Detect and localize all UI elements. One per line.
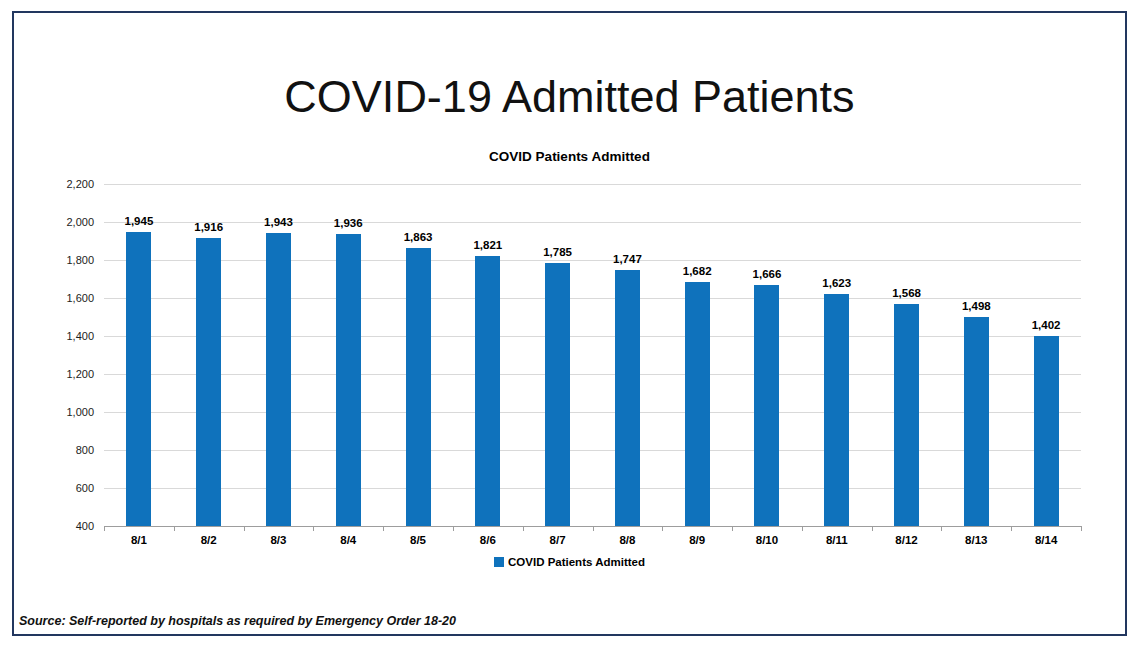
y-axis-tick-label: 2,000 — [34, 216, 94, 228]
bar-value-label: 1,498 — [944, 300, 1008, 313]
x-axis-category-label: 8/2 — [177, 534, 241, 546]
bar-value-label: 1,943 — [246, 216, 310, 229]
gridline — [104, 412, 1081, 413]
gridline — [104, 184, 1081, 185]
bar — [196, 238, 221, 526]
x-axis-category-label: 8/13 — [944, 534, 1008, 546]
x-axis-category-label: 8/5 — [386, 534, 450, 546]
bar — [685, 282, 710, 526]
source-note: Source: Self-reported by hospitals as re… — [19, 614, 456, 628]
bar-value-label: 1,916 — [177, 221, 241, 234]
gridline — [104, 488, 1081, 489]
bar — [824, 294, 849, 526]
bar-value-label: 1,863 — [386, 231, 450, 244]
bar-value-label: 1,568 — [875, 287, 939, 300]
y-axis-tick-label: 400 — [34, 520, 94, 532]
gridline — [104, 260, 1081, 261]
x-axis-tick — [1081, 526, 1082, 531]
y-axis-tick-label: 2,200 — [34, 178, 94, 190]
x-axis-category-label: 8/7 — [526, 534, 590, 546]
bar-value-label: 1,785 — [526, 246, 590, 259]
bar — [964, 317, 989, 526]
bar — [406, 248, 431, 526]
bar-value-label: 1,821 — [456, 239, 520, 252]
y-axis-tick-label: 600 — [34, 482, 94, 494]
x-axis-category-label: 8/9 — [665, 534, 729, 546]
x-axis-tick — [523, 526, 524, 531]
chart-title: COVID Patients Admitted — [14, 149, 1125, 164]
bar — [1034, 336, 1059, 526]
gridline — [104, 374, 1081, 375]
bar-value-label: 1,936 — [316, 217, 380, 230]
x-axis-tick — [872, 526, 873, 531]
bar — [126, 232, 151, 526]
x-axis-tick — [313, 526, 314, 531]
x-axis-category-label: 8/6 — [456, 534, 520, 546]
bar-value-label: 1,666 — [735, 268, 799, 281]
bar — [475, 256, 500, 526]
bar — [754, 285, 779, 526]
x-axis-tick — [244, 526, 245, 531]
x-axis-tick — [941, 526, 942, 531]
legend-marker — [494, 557, 504, 567]
bar — [894, 304, 919, 526]
bar-value-label: 1,682 — [665, 265, 729, 278]
bar — [266, 233, 291, 526]
gridline — [104, 336, 1081, 337]
x-axis-category-label: 8/1 — [107, 534, 171, 546]
x-axis-category-label: 8/3 — [246, 534, 310, 546]
y-axis-tick-label: 1,200 — [34, 368, 94, 380]
x-axis-category-label: 8/10 — [735, 534, 799, 546]
x-axis-tick — [104, 526, 105, 531]
x-axis-tick — [453, 526, 454, 531]
plot-area: 2,2002,0001,8001,6001,4001,2001,00080060… — [104, 184, 1081, 526]
y-axis-tick-label: 1,000 — [34, 406, 94, 418]
bar-value-label: 1,623 — [805, 277, 869, 290]
bar-value-label: 1,402 — [1014, 319, 1078, 332]
x-axis-tick — [662, 526, 663, 531]
bar-value-label: 1,747 — [595, 253, 659, 266]
x-axis-tick — [1011, 526, 1012, 531]
x-axis-tick — [802, 526, 803, 531]
chart-legend: COVID Patients Admitted — [14, 556, 1125, 568]
bar-value-label: 1,945 — [107, 215, 171, 228]
report-page: COVID-19 Admitted Patients COVID Patient… — [0, 0, 1140, 650]
x-axis-category-label: 8/11 — [805, 534, 869, 546]
bar — [615, 270, 640, 526]
x-axis-tick — [174, 526, 175, 531]
y-axis-tick-label: 1,400 — [34, 330, 94, 342]
page-title: COVID-19 Admitted Patients — [14, 71, 1125, 123]
y-axis-tick-label: 800 — [34, 444, 94, 456]
x-axis-category-label: 8/8 — [595, 534, 659, 546]
bar — [336, 234, 361, 526]
report-frame: COVID-19 Admitted Patients COVID Patient… — [12, 11, 1127, 636]
legend-label: COVID Patients Admitted — [508, 556, 645, 568]
x-axis-category-label: 8/12 — [875, 534, 939, 546]
gridline — [104, 450, 1081, 451]
x-axis-tick — [732, 526, 733, 531]
y-axis-tick-label: 1,800 — [34, 254, 94, 266]
x-axis-tick — [593, 526, 594, 531]
x-axis-tick — [383, 526, 384, 531]
x-axis-category-label: 8/4 — [316, 534, 380, 546]
bar — [545, 263, 570, 526]
y-axis-tick-label: 1,600 — [34, 292, 94, 304]
x-axis-category-label: 8/14 — [1014, 534, 1078, 546]
